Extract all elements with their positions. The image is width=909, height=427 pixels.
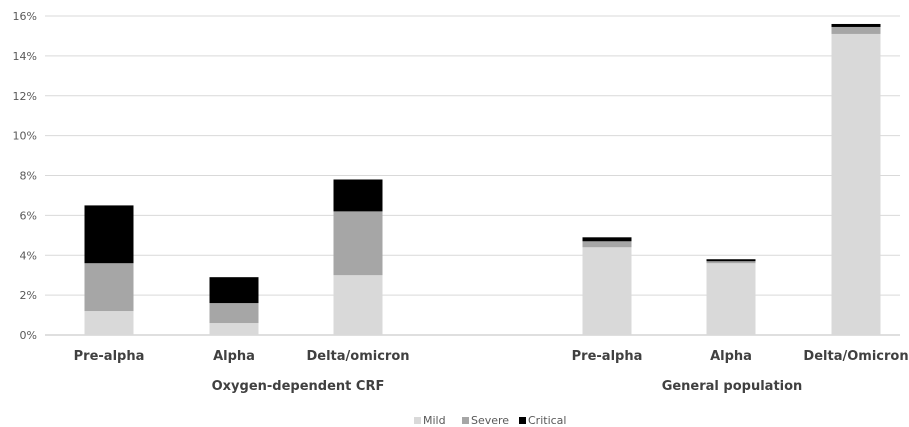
- group-label: Oxygen-dependent CRF: [212, 379, 385, 394]
- y-tick-label: 14%: [13, 50, 37, 63]
- gridlines: [45, 15, 900, 336]
- bar-segment-mild: [706, 263, 756, 335]
- bar-segment-mild: [582, 247, 632, 335]
- legend-swatch-critical: [519, 417, 526, 424]
- y-tick-label: 2%: [20, 289, 37, 302]
- legend: Mild Severe Critical: [414, 414, 566, 427]
- bar-segment-critical: [333, 179, 383, 212]
- y-tick-label: 8%: [20, 170, 37, 183]
- bar-segment-severe: [831, 26, 881, 34]
- category-label: Delta/omicron: [306, 349, 409, 364]
- y-tick-label: 4%: [20, 249, 37, 262]
- y-tick-label: 0%: [20, 329, 37, 342]
- bar-segment-critical: [209, 277, 259, 304]
- group-labels: Oxygen-dependent CRF General population: [212, 379, 803, 394]
- legend-swatch-severe: [462, 417, 469, 424]
- category-label: Pre-alpha: [572, 349, 643, 364]
- bar-segment-critical: [706, 259, 756, 262]
- bar-segment-severe: [582, 241, 632, 248]
- y-tick-label: 12%: [13, 90, 37, 103]
- bar-segment-mild: [84, 311, 134, 335]
- category-labels: Pre-alpha Alpha Delta/omicron Pre-alpha Alph…: [74, 349, 909, 364]
- bars: [84, 23, 881, 335]
- group-label: General population: [662, 379, 803, 394]
- legend-label: Critical: [528, 414, 566, 427]
- category-label: Alpha: [710, 349, 752, 364]
- bar-segment-critical: [84, 205, 134, 264]
- bar-segment-critical: [831, 23, 881, 27]
- legend-label: Severe: [471, 414, 509, 427]
- bar-segment-mild: [831, 33, 881, 335]
- bar-segment-severe: [209, 303, 259, 324]
- category-label: Delta/Omicron: [803, 349, 908, 364]
- y-tick-label: 6%: [20, 209, 37, 222]
- bar-segment-mild: [209, 323, 259, 335]
- category-label: Alpha: [213, 349, 255, 364]
- category-label: Pre-alpha: [74, 349, 145, 364]
- bar-segment-severe: [333, 211, 383, 276]
- bar-segment-severe: [706, 261, 756, 264]
- bar-segment-severe: [84, 263, 134, 312]
- legend-label: Mild: [423, 414, 446, 427]
- bar-segment-mild: [333, 275, 383, 335]
- y-tick-label: 10%: [13, 130, 37, 143]
- y-axis-ticks: 0% 2% 4% 6% 8% 10% 12% 14% 16%: [13, 10, 37, 342]
- legend-swatch-mild: [414, 417, 421, 424]
- bar-segment-critical: [582, 237, 632, 242]
- y-tick-label: 16%: [13, 10, 37, 23]
